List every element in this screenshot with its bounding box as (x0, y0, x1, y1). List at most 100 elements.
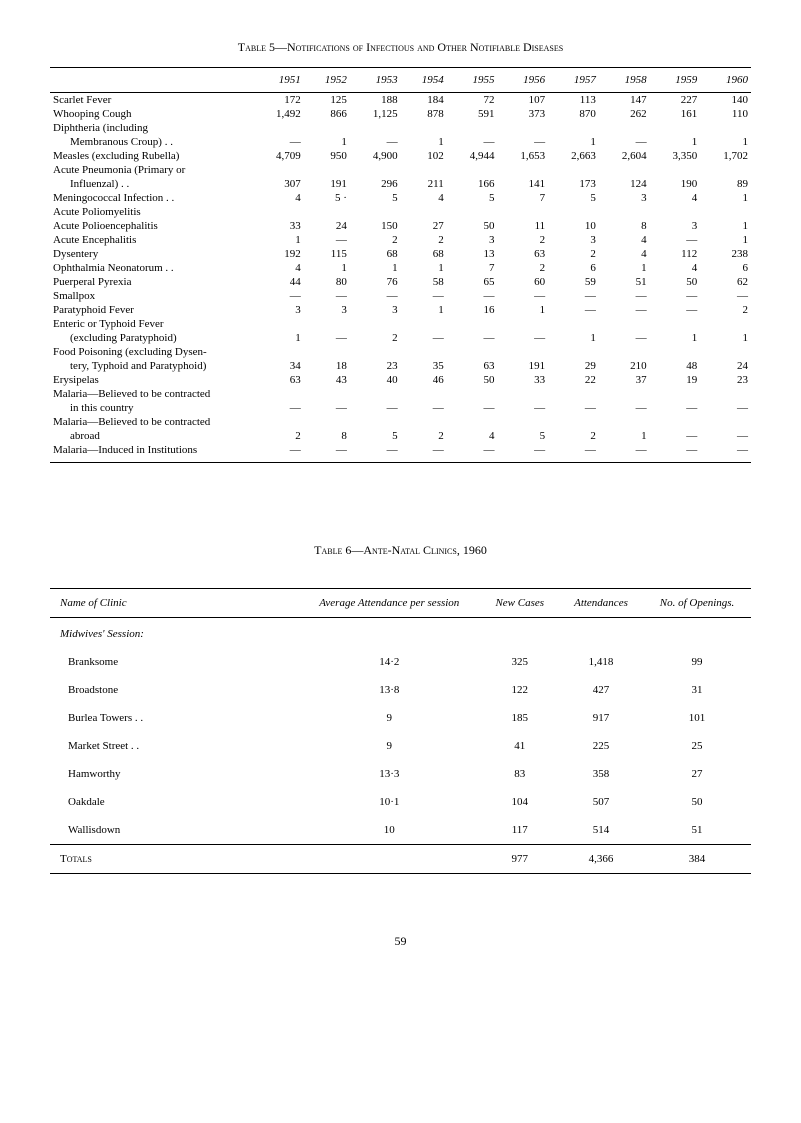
cell: 325 (481, 648, 559, 676)
cell (401, 121, 447, 135)
cell: 358 (559, 760, 643, 788)
row-label: Acute Polioencephalitis (50, 219, 253, 233)
cell: 185 (481, 704, 559, 732)
cell (253, 345, 304, 359)
cell: — (548, 303, 599, 317)
table-row: Malaria—Believed to be contracted (50, 387, 751, 401)
cell: 1 (497, 303, 548, 317)
row-label: Scarlet Fever (50, 93, 253, 108)
cell: 514 (559, 816, 643, 845)
cell: 3 (548, 233, 599, 247)
cell: 23 (700, 373, 751, 387)
clinic-name: Branksome (50, 648, 298, 676)
table6-section-header-label: Midwives' Session: (50, 618, 751, 649)
cell: 5 (548, 191, 599, 205)
cell: 2 (350, 233, 401, 247)
cell: 124 (599, 177, 650, 191)
table5-col-1954: 1954 (401, 68, 447, 93)
cell: 147 (599, 93, 650, 108)
cell (447, 387, 498, 401)
cell: 24 (700, 359, 751, 373)
cell: 3 (253, 303, 304, 317)
cell (350, 387, 401, 401)
cell: — (350, 289, 401, 303)
cell: 262 (599, 107, 650, 121)
cell: 1 (700, 233, 751, 247)
cell (304, 205, 350, 219)
cell: 2 (548, 429, 599, 443)
cell: 113 (548, 93, 599, 108)
table-row: Oakdale10·110450750 (50, 788, 751, 816)
cell (350, 415, 401, 429)
cell: — (350, 135, 401, 149)
cell: 8 (599, 219, 650, 233)
cell: 46 (401, 373, 447, 387)
cell: 27 (643, 760, 751, 788)
cell: — (253, 401, 304, 415)
cell: 13·3 (298, 760, 481, 788)
cell: — (497, 331, 548, 345)
cell: 29 (548, 359, 599, 373)
cell: — (447, 401, 498, 415)
cell: 50 (643, 788, 751, 816)
table6-col-att: Attendances (559, 589, 643, 618)
cell (497, 205, 548, 219)
cell: 4 (447, 429, 498, 443)
cell: 44 (253, 275, 304, 289)
row-label: Influenzal) . . (50, 177, 253, 191)
clinic-name: Burlea Towers . . (50, 704, 298, 732)
clinic-name: Wallisdown (50, 816, 298, 845)
table-row: Dysentery1921156868136324112238 (50, 247, 751, 261)
cell: — (401, 443, 447, 463)
cell (304, 415, 350, 429)
cell: — (650, 289, 701, 303)
cell: — (401, 331, 447, 345)
cell: 184 (401, 93, 447, 108)
cell (350, 317, 401, 331)
cell: 1 (700, 191, 751, 205)
cell: 3 (650, 219, 701, 233)
cell: 296 (350, 177, 401, 191)
cell: 1 (253, 331, 304, 345)
table6-caption: Table 6—Ante-Natal Clinics, 1960 (50, 543, 751, 558)
cell: 166 (447, 177, 498, 191)
row-label: Whooping Cough (50, 107, 253, 121)
cell (548, 317, 599, 331)
table6-totals-row: Totals 977 4,366 384 (50, 845, 751, 874)
cell: 112 (650, 247, 701, 261)
cell: 101 (643, 704, 751, 732)
cell: 65 (447, 275, 498, 289)
cell: 13·8 (298, 676, 481, 704)
cell (401, 317, 447, 331)
cell (599, 121, 650, 135)
table-row: Acute Poliomyelitis (50, 205, 751, 219)
cell (650, 345, 701, 359)
cell: 917 (559, 704, 643, 732)
row-label: tery, Typhoid and Paratyphoid) (50, 359, 253, 373)
cell: 866 (304, 107, 350, 121)
table-row: Malaria—Induced in Institutions—————————… (50, 443, 751, 463)
cell (650, 205, 701, 219)
cell: 9 (298, 704, 481, 732)
cell: 307 (253, 177, 304, 191)
clinic-name: Oakdale (50, 788, 298, 816)
table-row: in this country—————————— (50, 401, 751, 415)
cell (304, 163, 350, 177)
cell: 10·1 (298, 788, 481, 816)
cell: 1 (599, 261, 650, 275)
row-label: Acute Pneumonia (Primary or (50, 163, 253, 177)
table-row: Paratyphoid Fever3331161———2 (50, 303, 751, 317)
cell: 62 (700, 275, 751, 289)
row-label: Paratyphoid Fever (50, 303, 253, 317)
cell: 37 (599, 373, 650, 387)
cell: 31 (643, 676, 751, 704)
cell: 63 (497, 247, 548, 261)
cell: — (253, 289, 304, 303)
cell: 72 (447, 93, 498, 108)
table-row: Whooping Cough1,4928661,1258785913738702… (50, 107, 751, 121)
cell: 50 (447, 373, 498, 387)
table-row: Measles (excluding Rubella)4,7099504,900… (50, 149, 751, 163)
cell (548, 387, 599, 401)
cell: 1 (700, 331, 751, 345)
cell: — (599, 401, 650, 415)
